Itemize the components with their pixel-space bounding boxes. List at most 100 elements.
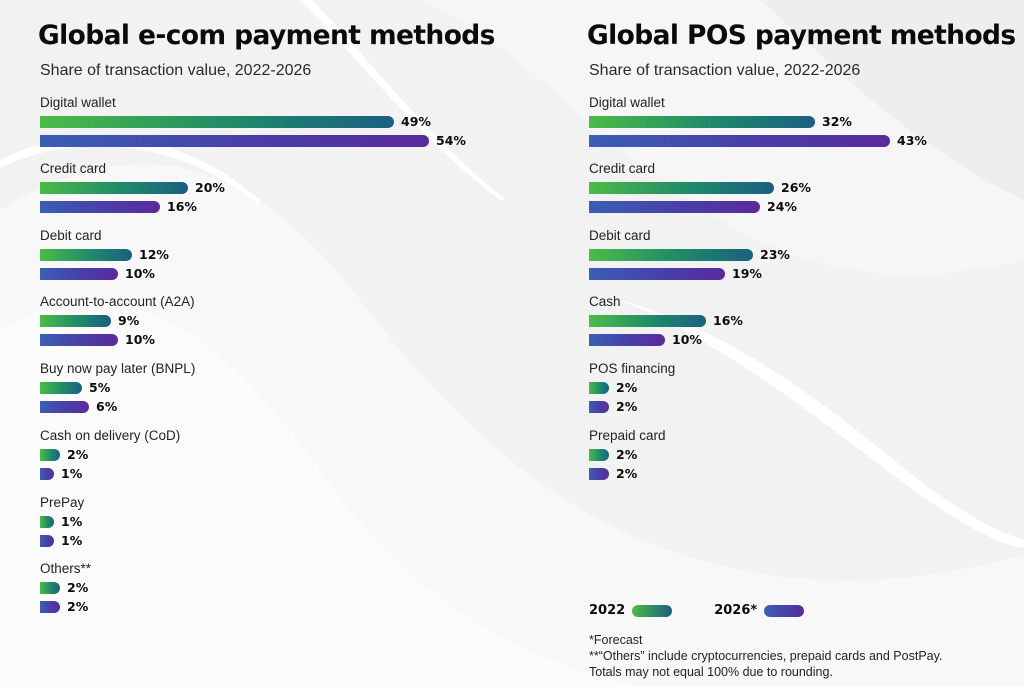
bar-row-2026: 1% (40, 466, 83, 481)
value-label-2022: 20% (195, 180, 225, 195)
bar-2022 (589, 181, 774, 194)
value-label-2026: 10% (672, 332, 702, 347)
pos-category-credit-card: Credit card 26% 24% (589, 161, 1024, 229)
category-label: Prepaid card (589, 428, 666, 443)
pos-category-digital-wallet: Digital wallet 32% 43% (589, 95, 1024, 163)
value-label-2026: 1% (61, 466, 83, 481)
bar-row-2022: 1% (40, 514, 83, 529)
ecom-category-credit-card: Credit card 20% 16% (40, 161, 520, 229)
category-label: Buy now pay later (BNPL) (40, 361, 196, 376)
value-label-2026: 24% (767, 199, 797, 214)
value-label-2026: 2% (616, 466, 638, 481)
bar-row-2026: 16% (40, 199, 197, 214)
bar-row-2026: 6% (40, 399, 117, 414)
bar-2022 (40, 381, 82, 394)
category-label: Debit card (40, 228, 102, 243)
bar-2022 (40, 448, 60, 461)
category-label: POS financing (589, 361, 676, 376)
ecom-category-digital-wallet: Digital wallet 49% 54% (40, 95, 520, 163)
bar-2026 (40, 267, 118, 280)
value-label-2022: 49% (401, 114, 431, 129)
bar-row-2026: 2% (40, 599, 89, 614)
category-label: PrePay (40, 495, 85, 510)
bar-2022 (589, 448, 609, 461)
bar-2026 (40, 400, 89, 413)
bar-row-2022: 20% (40, 180, 225, 195)
bar-row-2026: 1% (40, 533, 83, 548)
value-label-2022: 9% (118, 313, 140, 328)
bar-2026 (589, 467, 609, 480)
bar-row-2022: 2% (40, 580, 89, 595)
category-label: Others** (40, 561, 92, 576)
bar-row-2022: 5% (40, 380, 111, 395)
bar-row-2022: 2% (589, 447, 638, 462)
bar-2026 (589, 200, 760, 213)
legend-item-2026: 2026* (714, 603, 805, 618)
pos-chart-subtitle: Share of transaction value, 2022-2026 (589, 62, 861, 79)
value-label-2026: 10% (125, 266, 155, 281)
category-label: Cash (589, 294, 621, 309)
footnote-others: **“Others” include cryptocurrencies, pre… (589, 649, 943, 663)
bar-2026 (40, 534, 54, 547)
value-label-2022: 32% (822, 114, 852, 129)
bar-2026 (40, 200, 160, 213)
bar-2022 (40, 115, 394, 128)
value-label-2022: 2% (616, 447, 638, 462)
bar-row-2026: 54% (40, 133, 466, 148)
pos-category-cash: Cash 16% 10% (589, 294, 1024, 362)
bar-row-2022: 26% (589, 180, 811, 195)
category-label: Debit card (589, 228, 651, 243)
bar-row-2026: 10% (589, 332, 702, 347)
bar-row-2026: 10% (40, 266, 155, 281)
category-label: Account-to-account (A2A) (40, 294, 195, 309)
ecom-chart-subtitle: Share of transaction value, 2022-2026 (40, 62, 312, 79)
bar-2026 (40, 600, 60, 613)
value-label-2022: 2% (616, 380, 638, 395)
bar-row-2026: 19% (589, 266, 762, 281)
value-label-2026: 2% (616, 399, 638, 414)
ecom-category-prepay: PrePay 1% 1% (40, 495, 520, 563)
bar-2022 (40, 581, 60, 594)
pos-category-debit-card: Debit card 23% 19% (589, 228, 1024, 296)
bar-row-2026: 24% (589, 199, 797, 214)
bar-row-2022: 23% (589, 247, 790, 262)
ecom-category-bnpl: Buy now pay later (BNPL) 5% 6% (40, 361, 520, 429)
legend-label-2026: 2026* (714, 603, 758, 618)
bar-2026 (589, 400, 609, 413)
value-label-2022: 2% (67, 447, 89, 462)
bar-2026 (589, 267, 725, 280)
value-label-2022: 12% (139, 247, 169, 262)
bar-2022 (589, 248, 753, 261)
value-label-2022: 2% (67, 580, 89, 595)
category-label: Digital wallet (589, 95, 665, 110)
bar-row-2022: 2% (589, 380, 638, 395)
value-label-2022: 23% (760, 247, 790, 262)
footnote-forecast: *Forecast (589, 633, 643, 647)
value-label-2026: 2% (67, 599, 89, 614)
legend-swatch-2022 (632, 604, 673, 617)
bar-2026 (589, 134, 890, 147)
value-label-2026: 19% (732, 266, 762, 281)
chart-legend: 2022 2026* (589, 603, 846, 618)
value-label-2026: 43% (897, 133, 927, 148)
bar-2026 (40, 333, 118, 346)
bar-2026 (589, 333, 665, 346)
bar-row-2022: 12% (40, 247, 169, 262)
legend-label-2022: 2022 (589, 603, 626, 618)
legend-swatch-2026 (764, 604, 805, 617)
value-label-2022: 1% (61, 514, 83, 529)
value-label-2026: 54% (436, 133, 466, 148)
footnotes: *Forecast **“Others” include cryptocurre… (589, 632, 942, 680)
bar-row-2026: 43% (589, 133, 927, 148)
bar-2022 (40, 248, 132, 261)
legend-item-2022: 2022 (589, 603, 673, 618)
value-label-2026: 1% (61, 533, 83, 548)
category-label: Credit card (40, 161, 107, 176)
ecom-category-a2a: Account-to-account (A2A) 9% 10% (40, 294, 520, 362)
ecom-category-cod: Cash on delivery (CoD) 2% 1% (40, 428, 520, 496)
footnote-rounding: Totals may not equal 100% due to roundin… (589, 665, 833, 679)
bar-row-2022: 16% (589, 313, 743, 328)
bar-2022 (40, 515, 54, 528)
value-label-2022: 5% (89, 380, 111, 395)
